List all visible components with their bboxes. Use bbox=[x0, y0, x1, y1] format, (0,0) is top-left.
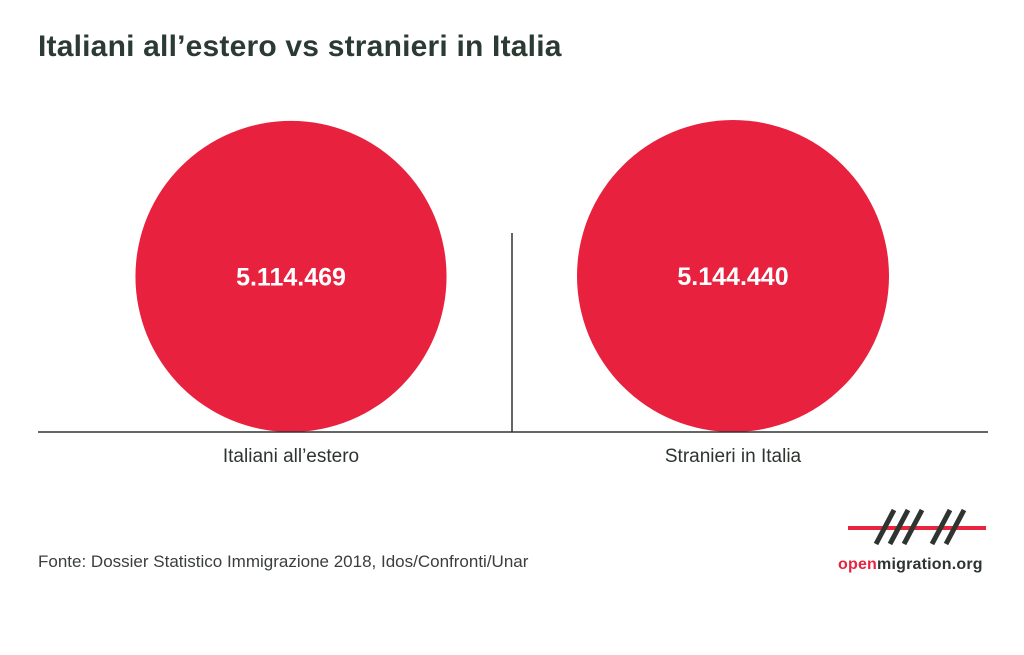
bubble-chart: 5.114.469 5.144.440 Italiani all’estero Str… bbox=[38, 120, 988, 467]
bubble-2 bbox=[577, 120, 889, 432]
logo-text-open: open bbox=[838, 556, 878, 573]
category-label-1: Italiani all’estero bbox=[223, 446, 359, 467]
openmigration-logo-icon bbox=[848, 508, 986, 546]
source-note: Fonte: Dossier Statistico Immigrazione 2… bbox=[38, 552, 529, 571]
value-label-1: 5.114.469 bbox=[236, 263, 346, 291]
logo-wordmark: openmigration.org bbox=[838, 556, 983, 574]
logo-text-domain: migration.org bbox=[877, 556, 983, 573]
value-label-2: 5.144.440 bbox=[677, 263, 788, 291]
category-label-2: Stranieri in Italia bbox=[665, 446, 802, 467]
bubble-1 bbox=[135, 120, 447, 432]
chart-title: Italiani all’estero vs stranieri in Ital… bbox=[38, 30, 562, 63]
